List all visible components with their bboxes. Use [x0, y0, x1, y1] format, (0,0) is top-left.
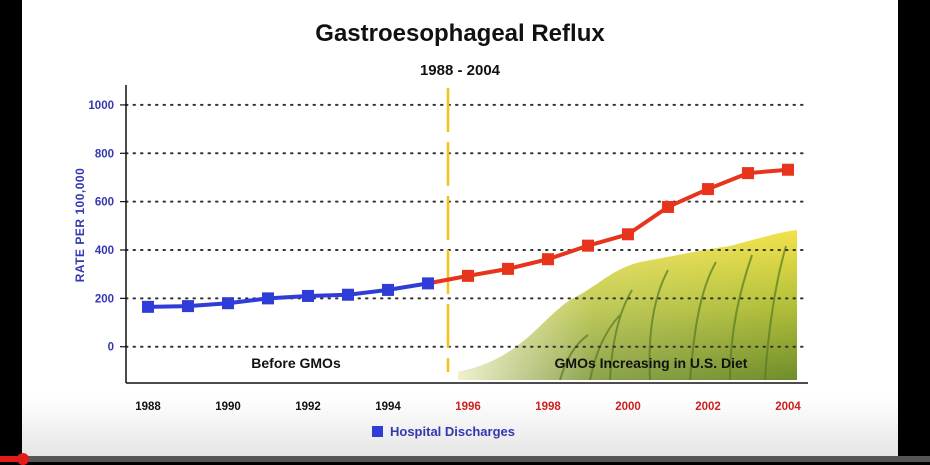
- x-tick-label: 1992: [295, 401, 321, 413]
- x-tick-label: 1996: [455, 401, 481, 413]
- y-tick-label: 0: [108, 342, 114, 354]
- data-point: [782, 163, 794, 176]
- legend-label: Hospital Discharges: [390, 424, 515, 439]
- data-point: [342, 288, 354, 301]
- data-point: [182, 300, 194, 313]
- y-tick-label: 800: [95, 148, 114, 160]
- x-tick-label: 2000: [615, 401, 641, 413]
- data-point: [502, 262, 514, 275]
- video-progress-fill: [0, 456, 24, 462]
- data-point: [662, 200, 674, 213]
- x-tick-label: 1994: [375, 401, 401, 413]
- video-progress-thumb[interactable]: [17, 453, 30, 465]
- chart-title: Gastroesophageal Reflux: [315, 20, 605, 47]
- data-point: [222, 297, 234, 310]
- x-tick-label: 1988: [135, 401, 161, 413]
- y-tick-label: 200: [95, 293, 114, 305]
- series-line-after: [427, 167, 789, 286]
- series-line-before: [147, 281, 429, 309]
- data-point: [382, 283, 394, 296]
- data-point: [742, 167, 754, 180]
- y-axis-label: RATE PER 100,000: [73, 168, 87, 283]
- y-tick-label: 400: [95, 245, 114, 257]
- x-tick-label: 2004: [775, 401, 801, 413]
- data-point: [142, 300, 154, 313]
- chart-subtitle: 1988 - 2004: [419, 62, 501, 79]
- data-point: [542, 253, 554, 266]
- data-point: [302, 289, 314, 302]
- data-point: [582, 239, 594, 252]
- corn-field-image: [458, 230, 797, 381]
- x-tick-label: 1998: [535, 401, 561, 413]
- x-tick-label: 2002: [695, 401, 721, 413]
- region-label-before: Before GMOs: [251, 355, 341, 371]
- x-tick-label: 1990: [215, 401, 241, 413]
- data-point: [702, 183, 714, 196]
- legend-swatch: [372, 426, 383, 437]
- region-label-after: GMOs Increasing in U.S. Diet: [555, 355, 748, 371]
- video-progress-track[interactable]: [0, 456, 930, 462]
- y-tick-label: 600: [95, 197, 114, 209]
- data-point: [422, 277, 434, 290]
- data-point: [462, 269, 474, 282]
- slide-background: [22, 0, 898, 462]
- data-point: [622, 228, 634, 241]
- y-tick-label: 1000: [88, 100, 114, 112]
- data-point: [262, 292, 274, 305]
